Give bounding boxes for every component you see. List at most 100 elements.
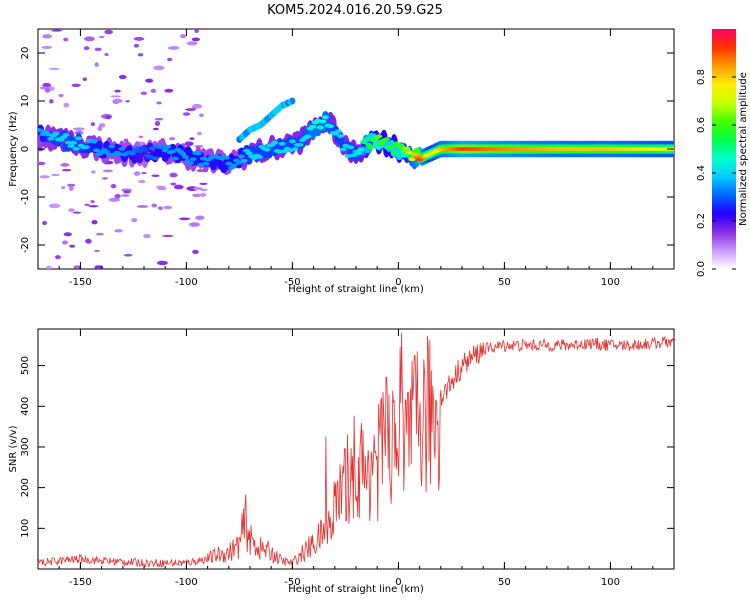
spectrogram-ridge-cell [62,142,70,152]
spectrogram-noise-blob [97,126,103,132]
spectrogram-noise-blob [191,37,201,42]
colorbar-tick-label: 0.8 [696,69,707,85]
spectrogram-ridge-cell [118,146,126,151]
spectrogram-noise-blob [131,217,138,223]
spectrogram-noise-blob [84,36,95,42]
spectrogram-x-tick-label: 50 [498,277,511,288]
spectrogram-noise-blob [167,57,173,62]
spectrogram-ridge-cell [67,144,75,149]
spectrogram-noise-blob [45,265,52,269]
spectrogram-noise-blob [82,77,87,81]
spectrogram-ridge-cell [337,134,345,139]
spectrogram-noise-blob [163,205,173,210]
spectrogram-noise-blob [94,47,102,52]
spectrogram-noise-blob [189,137,195,140]
spectrogram-noise-blob [83,46,90,51]
spectrogram-noise-blob [110,183,117,189]
spectrogram-ridge-cell [75,136,83,141]
spectrogram-y-tick-label: -10 [20,189,31,205]
snr-x-tick-label: 0 [395,577,401,588]
spectrogram-ridge-cell [334,129,342,134]
spectrogram-ridge-cell [240,158,248,163]
spectrogram-ridge-cell [141,147,149,152]
spectrogram-noise-blob [196,169,205,173]
colorbar-tick-label: 0.4 [696,165,707,181]
colorbar-gradient [712,29,736,269]
spectrogram-noise-blob [38,161,45,165]
spectrogram-noise-blob [120,194,130,197]
spectrogram-noise-blob [195,215,205,220]
spectrogram-noise-blob [178,217,191,221]
spectrogram-noise-blob [133,171,141,176]
snr-frame [37,328,675,570]
spectrogram-noise-blob [133,43,140,48]
spectrogram-ridge-cell [38,128,45,133]
spectrogram-noise-blob [169,172,178,178]
spectrogram-noise-blob [188,222,200,227]
spectrogram-ridge-cell [179,152,187,156]
spectrogram-noise-blob [91,219,98,225]
spectrogram-noise-blob [180,34,186,39]
spectrogram-noise-blob [118,74,127,80]
spectrogram-ridge-cell [164,144,172,149]
spectrogram-noise-blob [73,265,81,269]
spectrogram-xlabel: Height of straight line (km) [288,284,424,295]
spectrogram-noise-blob [58,93,64,98]
spectrogram-ridge-cell [291,147,299,151]
spectrogram-ridge-cell [408,157,416,162]
spectrogram-noise-blob [91,170,96,174]
spectrogram-noise-blob [50,173,61,177]
snr-x-tick-label: 50 [498,577,511,588]
spectrogram-ridge-cell [349,153,357,158]
spectrogram-ridge-cell [390,150,398,155]
spectrogram-noise-blob [60,163,70,167]
snr-ylabel: SNR (v/v) [8,425,19,472]
snr-y-tick-label: 200 [20,478,31,497]
spectrogram-ridge-cell [161,148,169,153]
spectrogram-ridge-cell [187,161,195,165]
spectrogram-ridge-cell [375,134,383,139]
spectrogram-noise-blob [48,203,61,209]
spectrogram-noise-blob [102,169,114,173]
spectrogram-noise-blob [184,141,194,147]
spectrogram-noise-blob [199,182,208,185]
snr-y-tick-label: 400 [20,397,31,416]
spectrogram-ridge-cell [357,147,365,152]
spectrogram-ridge-cell [72,147,80,151]
spectrogram-y-tick-label: 20 [20,47,31,60]
spectrogram-noise-blob [88,205,99,208]
spectrogram-noise-blob [55,255,61,260]
snr-x-tick-label: -50 [284,577,300,588]
spectrogram-noise-blob [69,244,76,248]
spectrogram-noise-blob [114,229,123,233]
spectrogram-noise-blob [63,37,69,42]
spectrogram-noise-blob [199,113,204,117]
spectrogram-noise-blob [194,29,199,34]
spectrogram-noise-blob [150,88,156,93]
snr-panel: -150 -100 -50 0 50 100 100 200 300 400 500 Height… [8,328,675,595]
snr-x-tick-label: -100 [175,577,198,588]
spectrogram-ridge-cell [52,131,60,136]
spectrogram-noise-blob [182,112,191,116]
spectrogram-ridge-cell [95,140,103,151]
spectrogram-noise-blob [151,203,158,208]
spectrogram-ridge-cell [288,139,296,144]
spectrogram-branch-cell [289,97,296,105]
spectrogram-ridge-cell [276,149,284,154]
spectrogram-noise-blob [193,186,203,191]
spectrogram-ridge-cell [225,161,233,166]
spectrogram-ridge-cell [238,154,246,159]
snr-xlabel: Height of straight line (km) [288,584,424,595]
spectrogram-noise-blob [137,53,144,57]
spectrogram-ridge-cell [230,163,238,168]
spectrogram-noise-blob [42,34,53,39]
spectrogram-noise-blob [167,46,180,50]
spectrogram-noise-blob [95,233,104,236]
spectrogram-ridge-cell [171,156,179,161]
spectrogram-ridge-cell [263,147,271,152]
spectrogram-noise-blob [196,131,202,136]
spectrogram-ridge-cell [319,119,327,124]
spectrogram-noise-blob [110,95,121,98]
spectrogram-noise-blob [140,91,148,95]
snr-x-tick-label: 100 [601,577,620,588]
